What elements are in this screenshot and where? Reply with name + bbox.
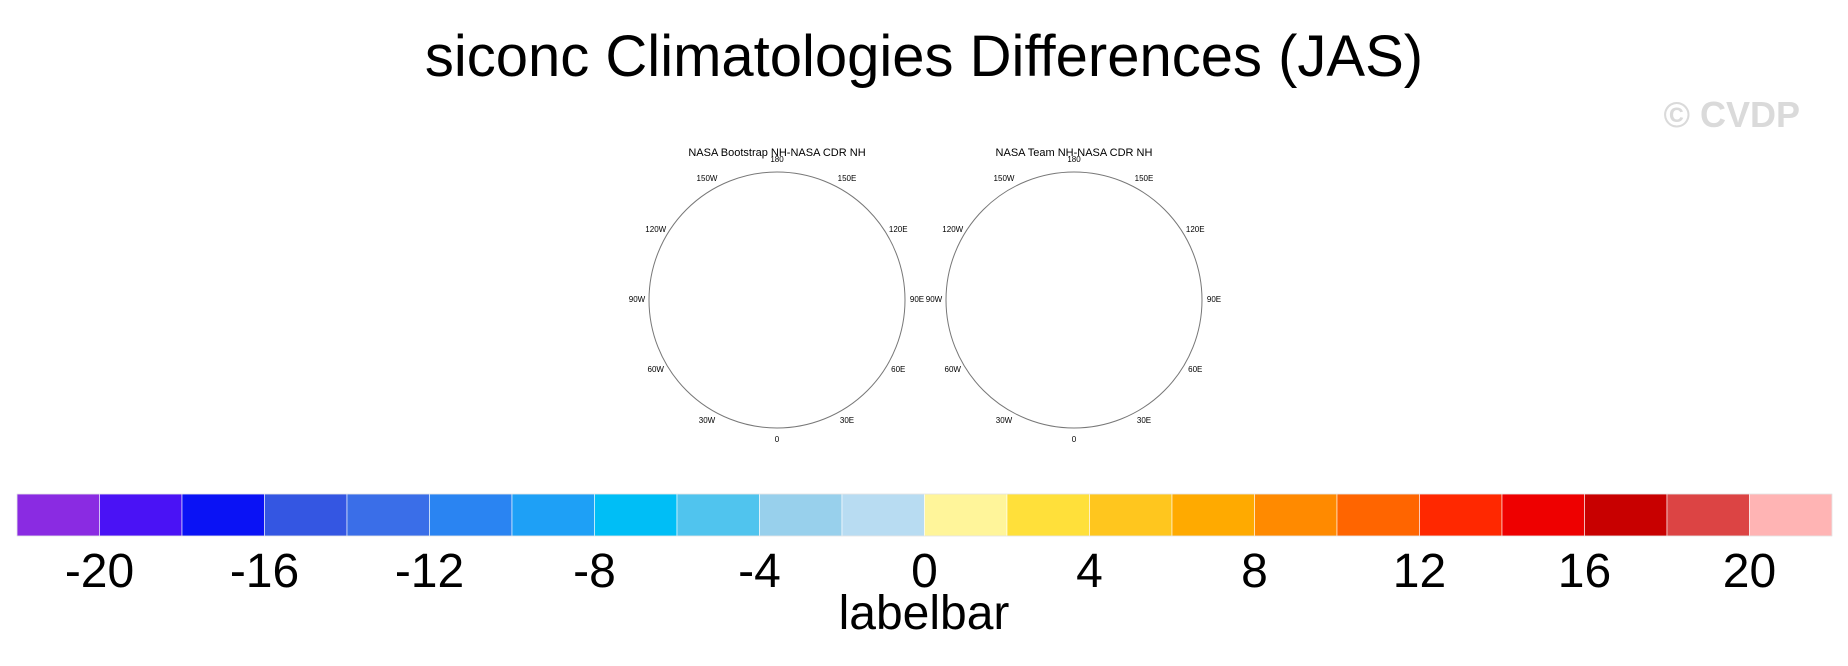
labelbar-box xyxy=(1501,493,1585,537)
panel-title: NASA Team NH-NASA CDR NH xyxy=(995,147,1153,159)
labelbar-box xyxy=(181,493,265,537)
longitude-label: 150E xyxy=(1134,173,1154,183)
longitude-label: 60E xyxy=(1188,365,1203,374)
labelbar-box xyxy=(1254,493,1338,537)
longitude-label: 60W xyxy=(944,365,961,374)
labelbar-box xyxy=(346,493,430,537)
labelbar-box xyxy=(1336,493,1420,537)
longitude-label: 90E xyxy=(1206,295,1222,304)
longitude-label: 120E xyxy=(1185,225,1205,234)
longitude-label: 180 xyxy=(770,155,784,164)
longitude-label: 60W xyxy=(647,365,664,374)
labelbar-box xyxy=(759,493,843,537)
longitude-label: 180 xyxy=(1067,155,1081,164)
longitude-label: 120E xyxy=(888,225,908,234)
longitude-label: 120W xyxy=(942,225,964,234)
labelbar-outline xyxy=(16,493,1833,537)
longitude-label: 30E xyxy=(839,416,855,426)
longitude-label: 90W xyxy=(628,295,646,304)
labelbar-title: labelbar xyxy=(838,587,1010,640)
longitude-label: 150W xyxy=(696,173,718,183)
labelbar-tick-label: 0 xyxy=(911,545,938,598)
labelbar-box xyxy=(1006,493,1090,537)
longitude-label: 30E xyxy=(1136,416,1152,426)
labelbar-box xyxy=(676,493,760,537)
labelbar-tick-label: 8 xyxy=(1241,545,1268,598)
labelbar-box xyxy=(99,493,183,537)
labelbar-box xyxy=(1666,493,1750,537)
map-border xyxy=(648,171,906,429)
labelbar-tick-label: -16 xyxy=(229,545,300,598)
map-border xyxy=(945,171,1203,429)
labelbar-box xyxy=(1171,493,1255,537)
labelbar-tick-label: -12 xyxy=(394,545,465,598)
labelbar-box xyxy=(429,493,513,537)
labelbar-tick-label: 16 xyxy=(1557,545,1612,598)
page-title: siconc Climatologies Differences (JAS) xyxy=(424,24,1424,89)
labelbar-box xyxy=(511,493,595,537)
labelbar-tick-label: -8 xyxy=(573,545,616,598)
panel-title: NASA Bootstrap NH-NASA CDR NH xyxy=(688,147,866,159)
longitude-label: 60E xyxy=(891,365,906,374)
longitude-label: 120W xyxy=(645,225,667,234)
labelbar-box xyxy=(1749,493,1833,537)
labelbar-box xyxy=(841,493,925,537)
longitude-label: 150E xyxy=(837,173,857,183)
longitude-label: 150W xyxy=(993,173,1015,183)
labelbar-box xyxy=(594,493,678,537)
labelbar-box xyxy=(924,493,1008,537)
longitude-label: 90W xyxy=(925,295,943,304)
longitude-label: 0 xyxy=(1071,435,1077,444)
watermark: © CVDP xyxy=(1663,94,1800,135)
labelbar-box xyxy=(1419,493,1503,537)
labelbar-tick-label: 20 xyxy=(1722,545,1777,598)
longitude-label: 90E xyxy=(909,295,925,304)
longitude-label: 30W xyxy=(698,416,716,426)
labelbar-tick-label: 12 xyxy=(1392,545,1447,598)
labelbar-box xyxy=(1089,493,1173,537)
labelbar-tick-label: 4 xyxy=(1076,545,1103,598)
labelbar-box xyxy=(1584,493,1668,537)
labelbar-tick-label: -4 xyxy=(738,545,781,598)
longitude-label: 30W xyxy=(995,416,1013,426)
labelbar-tick-label: -20 xyxy=(64,545,135,598)
longitude-label: 0 xyxy=(774,435,780,444)
